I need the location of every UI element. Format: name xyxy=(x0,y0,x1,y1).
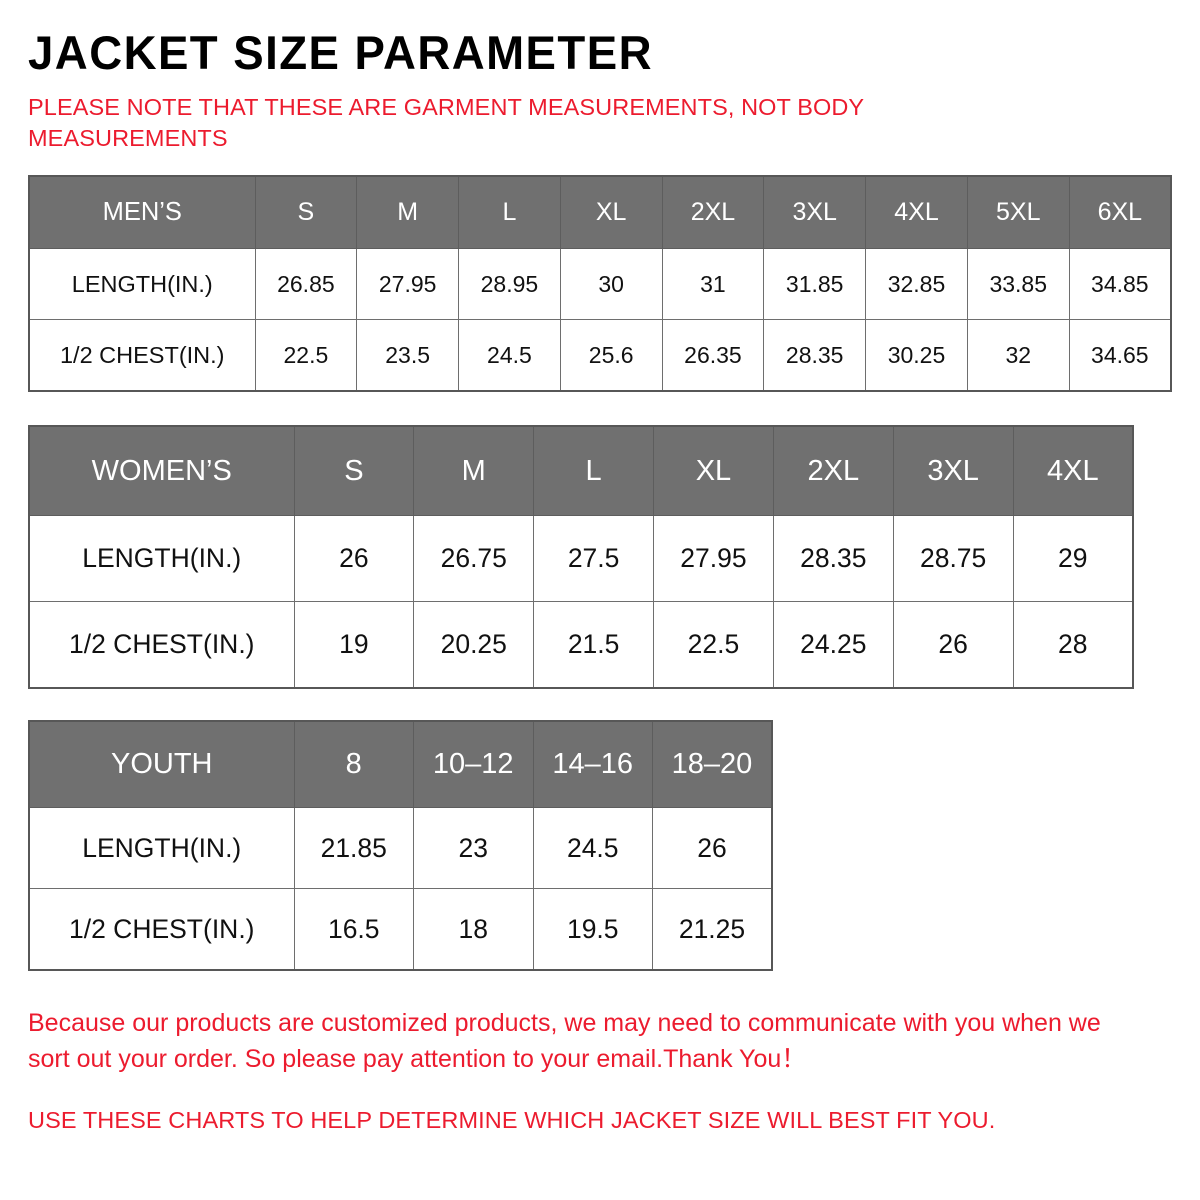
youth-header-size-1: 8 xyxy=(293,720,414,809)
measurement-cell: 29 xyxy=(1012,515,1134,603)
womens-header-label: WOMEN’S xyxy=(28,425,295,517)
chart-usage-note: USE THESE CHARTS TO HELP DETERMINE WHICH… xyxy=(28,1107,996,1134)
womens-header-row: WOMEN’S S M L XL 2XL 3XL 4XL xyxy=(28,425,1134,517)
measurement-cell: 23 xyxy=(413,807,534,890)
youth-header-size-2: 10–12 xyxy=(413,720,534,809)
womens-header-size-5: 2XL xyxy=(772,425,894,517)
table-row: LENGTH(IN.) 21.85 23 24.5 26 xyxy=(28,807,773,890)
womens-header-size-7: 4XL xyxy=(1012,425,1134,517)
measurement-cell: 30.25 xyxy=(865,319,968,392)
mens-header-size-7: 4XL xyxy=(865,175,968,250)
measurement-cell: 24.25 xyxy=(772,601,894,689)
table-row: 1/2 CHEST(IN.) 19 20.25 21.5 22.5 24.25 26 28 xyxy=(28,601,1134,689)
table-row: 1/2 CHEST(IN.) 16.5 18 19.5 21.25 xyxy=(28,888,773,971)
measurement-cell: 34.65 xyxy=(1068,319,1172,392)
measurement-cell: 28 xyxy=(1012,601,1134,689)
womens-header-size-1: S xyxy=(293,425,415,517)
measurement-cell: 26 xyxy=(892,601,1014,689)
mens-header-size-6: 3XL xyxy=(763,175,867,250)
measurement-cell: 28.75 xyxy=(892,515,1014,603)
youth-header-row: YOUTH 8 10–12 14–16 18–20 xyxy=(28,720,773,809)
table-row: LENGTH(IN.) 26 26.75 27.5 27.95 28.35 28.75 29 xyxy=(28,515,1134,603)
youth-size-table: YOUTH 8 10–12 14–16 18–20 LENGTH(IN.) 21.85 23… xyxy=(28,719,773,971)
measurement-cell: 24.5 xyxy=(458,319,561,392)
mens-header-size-8: 5XL xyxy=(966,175,1070,250)
womens-row-label: LENGTH(IN.) xyxy=(28,515,295,603)
mens-header-label: MEN’S xyxy=(28,175,256,250)
measurement-cell: 24.5 xyxy=(532,807,653,890)
mens-header-size-5: 2XL xyxy=(661,175,765,250)
measurement-cell: 26 xyxy=(652,807,773,890)
mens-header-size-9: 6XL xyxy=(1068,175,1172,250)
measurement-cell: 32.85 xyxy=(865,248,968,321)
table-row: 1/2 CHEST(IN.) 22.5 23.5 24.5 25.6 26.35 28.35… xyxy=(28,319,1172,392)
garment-measurement-note: PLEASE NOTE THAT THESE ARE GARMENT MEASU… xyxy=(28,93,864,151)
measurement-cell: 34.85 xyxy=(1068,248,1172,321)
mens-header-size-1: S xyxy=(254,175,358,250)
mens-header-size-2: M xyxy=(356,175,460,250)
mens-table-head: MEN’S S M L XL 2XL 3XL 4XL 5XL 6XL xyxy=(28,175,1172,250)
womens-header-size-6: 3XL xyxy=(892,425,1014,517)
table-row: LENGTH(IN.) 26.85 27.95 28.95 30 31 31.85 32.85… xyxy=(28,248,1172,321)
youth-header-label: YOUTH xyxy=(28,720,295,809)
womens-header-size-2: M xyxy=(413,425,535,517)
womens-size-table: WOMEN’S S M L XL 2XL 3XL 4XL LENGTH(IN.) 26 26.75… xyxy=(28,424,1134,689)
youth-row-label: LENGTH(IN.) xyxy=(28,807,295,890)
customization-note: Because our products are customized prod… xyxy=(28,1008,1101,1074)
measurement-cell: 23.5 xyxy=(356,319,460,392)
measurement-cell: 27.95 xyxy=(356,248,460,321)
measurement-cell: 18 xyxy=(413,888,534,971)
measurement-cell: 22.5 xyxy=(254,319,358,392)
measurement-cell: 20.25 xyxy=(413,601,535,689)
measurement-cell: 28.35 xyxy=(772,515,894,603)
measurement-cell: 26 xyxy=(293,515,415,603)
youth-table-head: YOUTH 8 10–12 14–16 18–20 xyxy=(28,720,773,809)
measurement-cell: 31 xyxy=(661,248,765,321)
measurement-cell: 19.5 xyxy=(532,888,653,971)
mens-row-label: 1/2 CHEST(IN.) xyxy=(28,319,256,392)
footer-notes: Because our products are customized prod… xyxy=(28,1005,1172,1137)
measurement-cell: 21.25 xyxy=(652,888,773,971)
measurement-cell: 22.5 xyxy=(653,601,774,689)
womens-table-body: LENGTH(IN.) 26 26.75 27.5 27.95 28.35 28.75 29 1… xyxy=(28,515,1134,689)
measurement-cell: 21.85 xyxy=(293,807,414,890)
youth-header-size-3: 14–16 xyxy=(532,720,653,809)
mens-header-row: MEN’S S M L XL 2XL 3XL 4XL 5XL 6XL xyxy=(28,175,1172,250)
womens-header-size-3: L xyxy=(533,425,655,517)
measurement-cell: 33.85 xyxy=(966,248,1070,321)
measurement-cell: 26.75 xyxy=(413,515,535,603)
page-title: JACKET SIZE PARAMETER xyxy=(28,26,653,79)
youth-header-size-4: 18–20 xyxy=(652,720,773,809)
measurement-cell: 27.95 xyxy=(653,515,774,603)
womens-table-head: WOMEN’S S M L XL 2XL 3XL 4XL xyxy=(28,425,1134,517)
measurement-cell: 19 xyxy=(293,601,415,689)
measurement-cell: 25.6 xyxy=(559,319,663,392)
measurement-cell: 28.35 xyxy=(763,319,867,392)
measurement-cell: 21.5 xyxy=(533,601,655,689)
measurement-cell: 26.35 xyxy=(661,319,765,392)
mens-header-size-3: L xyxy=(458,175,561,250)
measurement-cell: 27.5 xyxy=(533,515,655,603)
womens-row-label: 1/2 CHEST(IN.) xyxy=(28,601,295,689)
mens-row-label: LENGTH(IN.) xyxy=(28,248,256,321)
youth-table-body: LENGTH(IN.) 21.85 23 24.5 26 1/2 CHEST(IN.) 16… xyxy=(28,807,773,971)
measurement-cell: 30 xyxy=(559,248,663,321)
measurement-cell: 26.85 xyxy=(254,248,358,321)
mens-table-body: LENGTH(IN.) 26.85 27.95 28.95 30 31 31.85 32.85… xyxy=(28,248,1172,392)
mens-size-table: MEN’S S M L XL 2XL 3XL 4XL 5XL 6XL LENGTH(IN.) 26.… xyxy=(28,174,1172,392)
measurement-cell: 31.85 xyxy=(763,248,867,321)
youth-row-label: 1/2 CHEST(IN.) xyxy=(28,888,295,971)
womens-header-size-4: XL xyxy=(653,425,774,517)
mens-header-size-4: XL xyxy=(559,175,663,250)
measurement-cell: 28.95 xyxy=(458,248,561,321)
measurement-cell: 32 xyxy=(966,319,1070,392)
measurement-cell: 16.5 xyxy=(293,888,414,971)
